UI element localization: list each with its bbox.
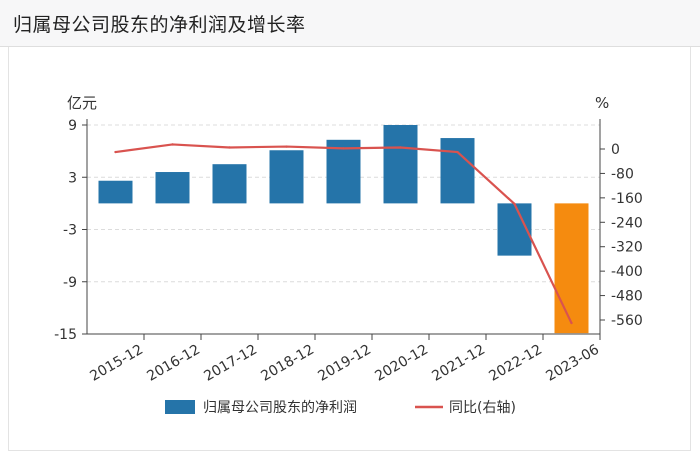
x-tick-label: 2023-06 — [543, 342, 602, 385]
line-point — [342, 147, 345, 150]
legend-layer: 归属母公司股东的净利润 同比(右轴) — [165, 399, 516, 416]
line-point — [114, 150, 117, 154]
x-tick-label: 2016-12 — [144, 342, 203, 385]
y-right-tick-label: -160 — [611, 191, 643, 207]
y-right-tick-label: -240 — [611, 215, 643, 231]
page-title: 归属母公司股东的净利润及增长率 — [13, 14, 306, 36]
line-layer — [114, 143, 573, 325]
line-point — [456, 150, 459, 154]
line-point — [570, 321, 573, 325]
x-tick-label: 2020-12 — [372, 342, 431, 385]
bar-layer — [98, 125, 589, 334]
bar — [155, 172, 190, 204]
axis-layer: 9 3 -3 -9 -15 0 -80 -160 -240 -320 -400 -480 -560 亿元%… — [54, 94, 643, 385]
line-point — [399, 146, 402, 149]
y-left-tick-label: -15 — [54, 327, 77, 343]
y-right-tick-label: -480 — [611, 289, 643, 305]
chart-panel — [8, 47, 691, 451]
bar — [440, 138, 475, 204]
x-tick-label: 2019-12 — [315, 342, 374, 385]
y-right-tick-label: -320 — [611, 240, 643, 256]
y-right-tick-label: -80 — [611, 166, 634, 182]
bar — [326, 139, 361, 204]
header-bar: 归属母公司股东的净利润及增长率 — [0, 0, 700, 47]
x-tick-label: 2017-12 — [201, 342, 260, 385]
x-tick-label: 2018-12 — [258, 342, 317, 385]
legend-label-line: 同比(右轴) — [449, 400, 516, 416]
bar — [98, 180, 133, 204]
legend-label-bar: 归属母公司股东的净利润 — [203, 399, 357, 416]
line-point — [228, 146, 231, 149]
line-point — [285, 145, 288, 148]
bar — [269, 150, 304, 204]
bar — [212, 164, 247, 204]
y-right-tick-label: 0 — [611, 142, 620, 158]
x-tick-label: 2022-12 — [486, 342, 545, 385]
line-point — [513, 202, 516, 206]
y-left-tick-label: -9 — [63, 275, 77, 291]
bar — [554, 203, 589, 334]
y-right-axis-label: % — [595, 94, 609, 112]
x-tick-label: 2021-12 — [429, 342, 488, 385]
line-point — [171, 143, 174, 146]
y-left-axis-label: 亿元 — [67, 94, 97, 112]
bar — [383, 125, 418, 204]
legend-swatch-bar — [165, 400, 195, 414]
y-left-tick-label: -3 — [63, 223, 77, 239]
x-tick-label: 2015-12 — [87, 342, 146, 385]
y-right-tick-label: -400 — [611, 264, 643, 280]
y-left-tick-label: 3 — [68, 170, 77, 186]
y-left-tick-label: 9 — [68, 118, 77, 134]
y-right-tick-label: -560 — [611, 313, 643, 329]
